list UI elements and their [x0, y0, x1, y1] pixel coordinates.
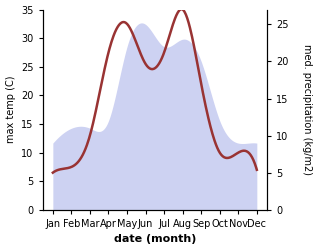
- Y-axis label: med. precipitation (kg/m2): med. precipitation (kg/m2): [302, 44, 313, 175]
- X-axis label: date (month): date (month): [114, 234, 196, 244]
- Y-axis label: max temp (C): max temp (C): [5, 76, 16, 144]
